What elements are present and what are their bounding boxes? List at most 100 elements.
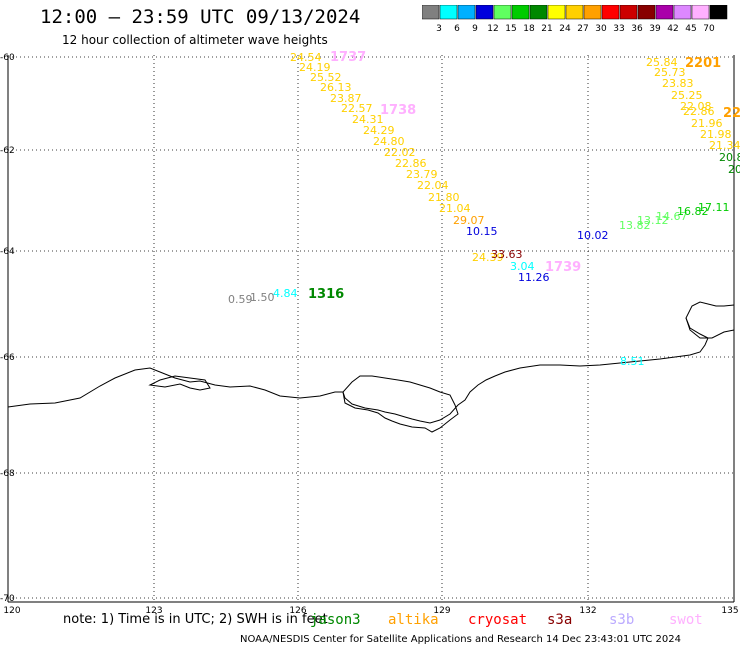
wave-height-value: 24.19: [299, 61, 331, 74]
satellite-legend-item: cryosat: [468, 612, 528, 628]
satellite-legend-item: swot: [669, 612, 703, 628]
wave-height-value: 8.51: [620, 355, 645, 368]
map-title: 12:00 – 23:59 UTC 09/13/2024: [40, 6, 361, 28]
wave-height-value: 24.80: [373, 135, 405, 148]
lat-label: -70: [0, 594, 15, 604]
coastline: [7, 301, 735, 433]
scale-swatch: [601, 5, 620, 20]
wave-height-value: 10.15: [466, 225, 498, 238]
scale-label: 33: [613, 24, 624, 34]
lat-label: -62: [0, 146, 15, 156]
scale-label: 42: [667, 24, 678, 34]
scale-swatch: [691, 5, 710, 20]
pass-time-label: 22: [723, 106, 740, 121]
wave-height-value: 25.52: [310, 71, 342, 84]
wave-height-value: 24.31: [352, 113, 384, 126]
lon-label: 132: [579, 606, 596, 616]
scale-swatch: [422, 5, 440, 20]
wave-height-value: 25.84: [646, 56, 678, 69]
wave-height-value: 22.57: [341, 102, 373, 115]
wave-height-value: 14.67: [656, 210, 688, 223]
wave-height-value: 22.08: [680, 100, 712, 113]
satellite-legend-item: s3a: [547, 612, 573, 628]
satellite-legend-item: s3b: [609, 612, 635, 628]
wave-height-value: 20: [728, 163, 740, 176]
lon-label: 123: [145, 606, 162, 616]
scale-swatch: [475, 5, 494, 20]
map-frame: [7, 55, 735, 603]
lon-label: 120: [3, 606, 20, 616]
wave-height-value: 16.82: [677, 205, 709, 218]
pass-time-label: 1737: [330, 50, 366, 65]
wave-height-value: 1.50: [250, 291, 275, 304]
pass-time-labels: 1737 1738 1739 1316 2201 22: [308, 50, 740, 302]
wave-height-value: 10.02: [577, 229, 609, 242]
scale-swatch: [457, 5, 476, 20]
pass-time-label: 1316: [308, 287, 344, 302]
map-subtitle: 12 hour collection of altimeter wave hei…: [62, 33, 328, 47]
scale-label: 18: [523, 24, 535, 34]
satellite-legend-item: altika: [388, 612, 439, 628]
scale-swatch: [439, 5, 458, 20]
wave-height-value: 29.07: [453, 214, 485, 227]
wave-height-value: 13.82: [619, 219, 651, 232]
lat-label: -64: [0, 247, 15, 257]
lat-label: -66: [0, 353, 15, 363]
wave-height-value: 24.54: [290, 51, 322, 64]
wave-height-value: 13.12: [637, 214, 669, 227]
credit-line: NOAA/NESDIS Center for Satellite Applica…: [240, 634, 682, 645]
scale-swatch: [493, 5, 512, 20]
wave-height-value: 25.25: [671, 89, 703, 102]
wave-height-value: 23.79: [406, 168, 438, 181]
scale-swatch: [511, 5, 530, 20]
wave-height-value: 17.11: [698, 201, 730, 214]
lon-label: 129: [433, 606, 450, 616]
scale-label: 70: [703, 24, 715, 34]
wave-height-readings: 24.5424.1925.5226.1323.8722.5724.3124.29…: [228, 51, 740, 368]
lat-label: -60: [0, 53, 15, 63]
pass-time-label: 2201: [685, 56, 721, 71]
scale-swatch: [583, 5, 602, 20]
wave-height-value: 26.13: [320, 81, 352, 94]
scale-label: 36: [631, 24, 643, 34]
scale-label: 27: [577, 24, 588, 34]
wave-height-value: 21.34: [709, 139, 740, 152]
scale-label: 39: [649, 24, 661, 34]
wave-height-value: 21.98: [700, 128, 732, 141]
scale-label: 21: [541, 24, 552, 34]
scale-swatch: [655, 5, 674, 20]
color-scale-legend: 3 6 9 12 15 18 21 24 27 30 33 36 39 42 45 70: [422, 5, 728, 34]
lon-label: 126: [289, 606, 306, 616]
scale-label: 24: [559, 24, 571, 34]
footnote: note: 1) Time is in UTC; 2) SWH is in fe…: [63, 612, 328, 627]
pass-time-label: 1739: [545, 260, 581, 275]
scale-swatch: [565, 5, 584, 20]
wave-height-value: 24.39: [472, 251, 504, 264]
scale-swatch: [529, 5, 548, 20]
satellite-legend-item: jason3: [310, 612, 361, 628]
wave-height-value: 22.86: [395, 157, 427, 170]
scale-label: 3: [436, 24, 442, 34]
wave-height-value: 24.29: [363, 124, 395, 137]
wave-height-value: 11.26: [518, 271, 550, 284]
wave-height-value: 20.8: [719, 151, 740, 164]
graticule: -60 -62 -64 -66 -68 -70 120 123 126 129 132 135: [0, 53, 739, 616]
wave-height-value: 21.80: [428, 191, 460, 204]
scale-label: 6: [454, 24, 460, 34]
wave-height-value: 0.59: [228, 293, 253, 306]
scale-label: 45: [685, 24, 696, 34]
lat-label: -68: [0, 469, 15, 479]
wave-height-value: 4.84: [273, 287, 298, 300]
wave-height-value: 23.87: [330, 92, 362, 105]
scale-swatch: [547, 5, 566, 20]
pass-time-label: 1738: [380, 103, 416, 118]
scale-swatch: [673, 5, 692, 20]
wave-height-value: 25.73: [654, 66, 686, 79]
wave-height-value: 21.96: [691, 117, 723, 130]
scale-label: 30: [595, 24, 607, 34]
scale-label: 9: [472, 24, 478, 34]
scale-swatch: [637, 5, 656, 20]
scale-swatch: [619, 5, 638, 20]
wave-height-value: 22.02: [384, 146, 416, 159]
